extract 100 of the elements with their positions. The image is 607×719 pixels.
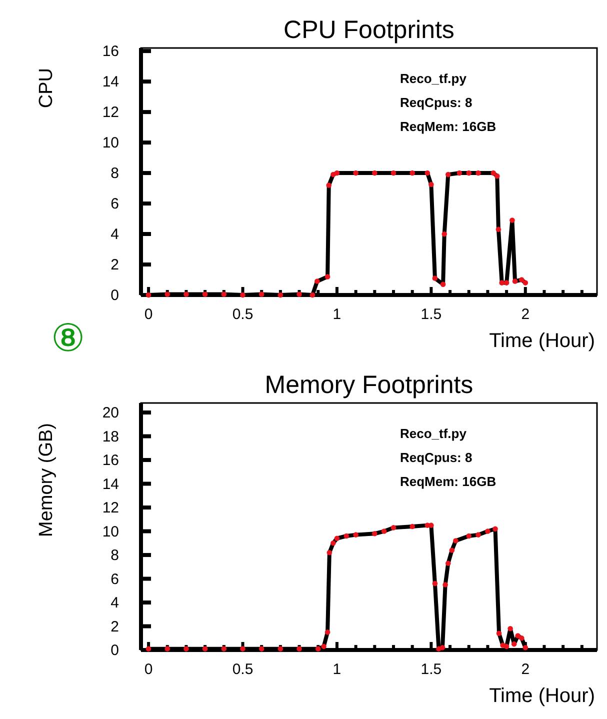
y-tick-label: 4 (110, 226, 119, 244)
y-tick-label: 6 (110, 196, 119, 213)
annotation: ReqCpus: 8 (400, 450, 472, 465)
point (466, 170, 472, 176)
point (449, 548, 455, 553)
point (240, 646, 246, 652)
y-tick-label: 2 (110, 256, 119, 274)
point (518, 277, 524, 282)
chart-title: Memory Footprints (264, 371, 474, 399)
y-tick-label: 16 (102, 452, 119, 469)
point (334, 170, 340, 176)
point (324, 630, 330, 635)
point (496, 226, 502, 232)
point (326, 550, 332, 556)
point (240, 292, 246, 298)
y-tick-label: 12 (102, 104, 119, 122)
y-tick-label: 18 (102, 428, 119, 446)
point (442, 231, 448, 237)
point (492, 526, 498, 532)
x-tick-label: 1.5 (420, 661, 442, 678)
point (511, 641, 517, 647)
point (504, 280, 510, 286)
text: ⑧ (50, 316, 86, 360)
y-tick-label: 10 (102, 523, 119, 540)
point (372, 170, 378, 176)
point (476, 170, 481, 176)
y-tick-label: 0 (110, 642, 119, 659)
point (456, 170, 462, 176)
point (321, 644, 326, 650)
point (494, 173, 500, 179)
point (344, 533, 350, 539)
y-tick-label: 4 (110, 594, 119, 612)
point (442, 582, 448, 588)
y-tick-label: 2 (110, 618, 119, 636)
x-tick-label: 1 (332, 661, 342, 678)
point (518, 635, 524, 641)
y-tick-label: 14 (102, 476, 119, 493)
x-tick-label: 1.5 (420, 306, 442, 323)
point (146, 646, 152, 652)
point (428, 522, 434, 528)
x-tick-label: 2 (521, 306, 530, 323)
point (410, 524, 415, 530)
x-tick-label: 1 (332, 306, 342, 323)
point (278, 292, 284, 298)
point (424, 170, 430, 176)
point (390, 170, 396, 176)
point (326, 182, 332, 188)
point (410, 170, 415, 176)
point (485, 528, 490, 534)
x-tick-label: 0 (144, 661, 153, 678)
annotation: ReqMem: 16GB (400, 474, 496, 489)
point (440, 644, 446, 650)
y-tick-label: 12 (102, 500, 119, 516)
x-tick-label: 0.5 (232, 306, 254, 323)
y-tick-label: 16 (102, 43, 119, 60)
point (330, 540, 336, 546)
y-tick-label: 20 (102, 404, 119, 422)
y-tick-label: 14 (102, 74, 119, 91)
point (440, 282, 446, 287)
y-tick-label: 8 (110, 165, 119, 182)
point (324, 274, 330, 280)
point (445, 560, 451, 566)
point (432, 276, 438, 281)
point (522, 644, 528, 650)
chart-title: CPU Footprints (284, 16, 454, 44)
point (490, 170, 496, 176)
annotation: ReqMem: 16GB (400, 119, 496, 134)
x-tick-label: 0.5 (232, 661, 254, 678)
point (146, 292, 152, 298)
point (372, 530, 378, 536)
point (508, 626, 513, 632)
x-axis-title: Time (Hour) (489, 685, 595, 707)
y-tick-label: 10 (102, 134, 119, 152)
point (510, 218, 515, 223)
x-tick-label: 2 (521, 661, 530, 678)
annotation: Reco_tf.py (400, 426, 468, 441)
y-axis-title: Memory (GB) (36, 423, 57, 537)
x-tick-label: 0 (144, 306, 153, 323)
y-tick-label: 6 (110, 570, 119, 588)
point (432, 580, 438, 586)
point (522, 280, 528, 286)
point (381, 528, 387, 534)
y-axis-title: CPU (36, 68, 57, 108)
annotation: Reco_tf.py (400, 71, 468, 86)
point (453, 538, 458, 544)
point (428, 182, 434, 188)
point (512, 278, 518, 284)
point (466, 533, 472, 539)
point (353, 170, 358, 176)
point (310, 292, 316, 298)
x-axis-title: Time (Hour) (489, 330, 595, 352)
annotation: ReqCpus: 8 (400, 95, 472, 110)
point (334, 536, 340, 542)
point (476, 532, 481, 538)
point (353, 532, 358, 538)
point (445, 172, 451, 178)
point (390, 525, 396, 530)
point (515, 633, 521, 638)
point (314, 278, 320, 284)
y-tick-label: 8 (110, 547, 119, 564)
